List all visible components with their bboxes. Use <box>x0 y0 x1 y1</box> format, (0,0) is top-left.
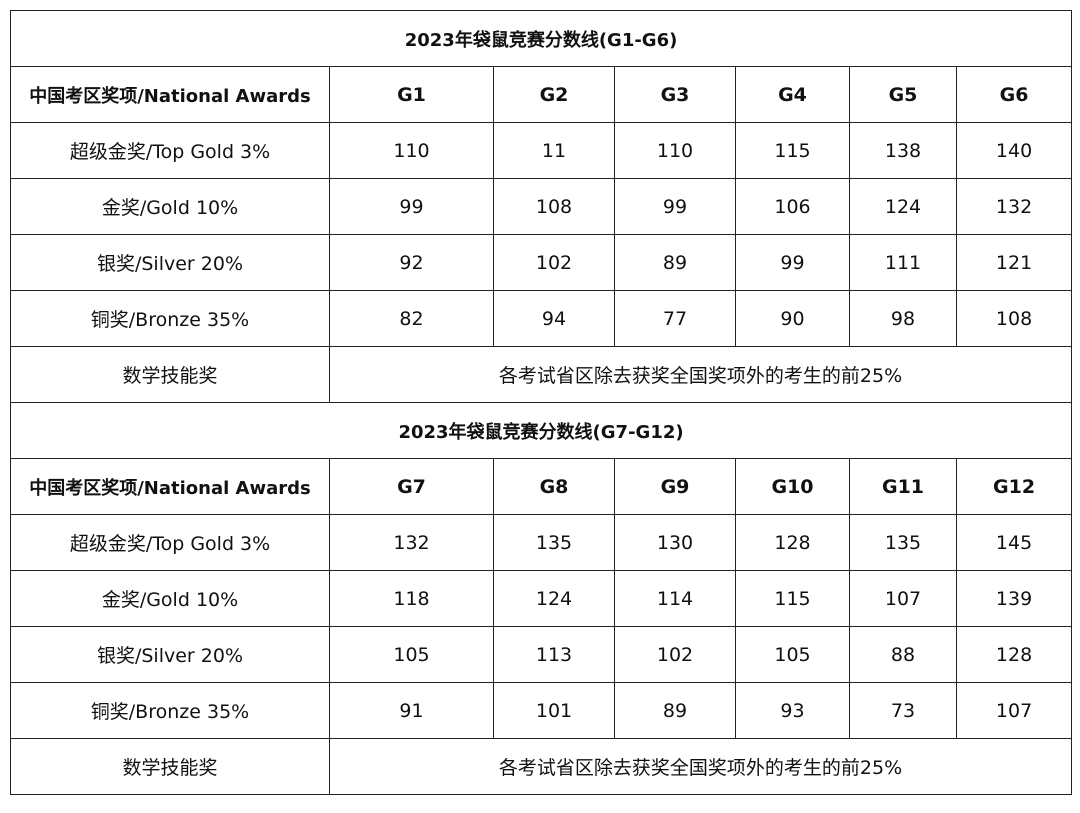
grade-header: G2 <box>493 66 615 123</box>
award-label: 超级金奖/Top Gold 3% <box>10 514 330 571</box>
score-cell: 118 <box>329 570 494 627</box>
score-cell: 89 <box>614 234 736 291</box>
grade-header: G7 <box>329 458 494 515</box>
score-cell: 113 <box>493 626 615 683</box>
table-row: 银奖/Silver 20% 105 113 102 105 88 128 <box>10 626 1073 683</box>
score-cell: 108 <box>955 290 1073 347</box>
section-title: 2023年袋鼠竞赛分数线(G7-G12) <box>9 402 1073 459</box>
score-cell: 111 <box>849 234 957 291</box>
score-cell: 77 <box>614 290 736 347</box>
score-cell: 121 <box>955 234 1073 291</box>
award-label: 金奖/Gold 10% <box>10 570 330 627</box>
grade-header: G12 <box>955 458 1073 515</box>
grade-header: G1 <box>329 66 494 123</box>
score-cell: 101 <box>493 682 615 739</box>
grade-header: G9 <box>614 458 736 515</box>
score-cell: 73 <box>849 682 957 739</box>
grade-header: G3 <box>614 66 736 123</box>
skill-award-row: 数学技能奖 各考试省区除去获奖全国奖项外的考生的前25% <box>10 346 1073 403</box>
score-cell: 140 <box>955 122 1073 179</box>
award-label: 铜奖/Bronze 35% <box>10 290 330 347</box>
award-column-header: 中国考区奖项/National Awards <box>10 66 330 123</box>
score-cell: 114 <box>614 570 736 627</box>
award-label: 金奖/Gold 10% <box>10 178 330 235</box>
table-row: 超级金奖/Top Gold 3% 132 135 130 128 135 145 <box>10 514 1073 571</box>
grade-header: G10 <box>735 458 850 515</box>
score-cell: 107 <box>955 682 1073 739</box>
score-cell: 130 <box>614 514 736 571</box>
score-cell: 135 <box>849 514 957 571</box>
score-cell: 99 <box>735 234 850 291</box>
skill-award-row: 数学技能奖 各考试省区除去获奖全国奖项外的考生的前25% <box>10 738 1073 795</box>
grade-header: G11 <box>849 458 957 515</box>
skill-award-note: 各考试省区除去获奖全国奖项外的考生的前25% <box>328 738 1073 795</box>
score-cell: 115 <box>735 122 850 179</box>
award-label: 银奖/Silver 20% <box>10 234 330 291</box>
score-cell: 93 <box>735 682 850 739</box>
score-cell: 98 <box>849 290 957 347</box>
score-table: 2023年袋鼠竞赛分数线(G1-G6) 中国考区奖项/National Awar… <box>9 10 1073 795</box>
section-title-row: 2023年袋鼠竞赛分数线(G7-G12) <box>9 402 1073 459</box>
table-row: 银奖/Silver 20% 92 102 89 99 111 121 <box>10 234 1073 291</box>
score-cell: 145 <box>955 514 1073 571</box>
award-label: 铜奖/Bronze 35% <box>10 682 330 739</box>
skill-award-label: 数学技能奖 <box>10 738 330 795</box>
score-cell: 90 <box>735 290 850 347</box>
score-cell: 88 <box>849 626 957 683</box>
score-cell: 124 <box>493 570 615 627</box>
score-cell: 110 <box>614 122 736 179</box>
grade-header: G6 <box>955 66 1073 123</box>
grade-header: G8 <box>493 458 615 515</box>
score-cell: 110 <box>329 122 494 179</box>
table-row: 金奖/Gold 10% 99 108 99 106 124 132 <box>10 178 1073 235</box>
grade-header: G5 <box>849 66 957 123</box>
table-row: 铜奖/Bronze 35% 91 101 89 93 73 107 <box>10 682 1073 739</box>
score-cell: 108 <box>493 178 615 235</box>
award-label: 银奖/Silver 20% <box>10 626 330 683</box>
score-cell: 132 <box>329 514 494 571</box>
score-cell: 89 <box>614 682 736 739</box>
score-cell: 105 <box>329 626 494 683</box>
section-title: 2023年袋鼠竞赛分数线(G1-G6) <box>9 10 1073 67</box>
section-title-row: 2023年袋鼠竞赛分数线(G1-G6) <box>9 10 1073 67</box>
score-cell: 92 <box>329 234 494 291</box>
score-cell: 107 <box>849 570 957 627</box>
grade-header: G4 <box>735 66 850 123</box>
score-cell: 128 <box>955 626 1073 683</box>
table-row: 铜奖/Bronze 35% 82 94 77 90 98 108 <box>10 290 1073 347</box>
score-cell: 115 <box>735 570 850 627</box>
score-cell: 128 <box>735 514 850 571</box>
award-label: 超级金奖/Top Gold 3% <box>10 122 330 179</box>
score-cell: 105 <box>735 626 850 683</box>
table-row: 金奖/Gold 10% 118 124 114 115 107 139 <box>10 570 1073 627</box>
table-row: 超级金奖/Top Gold 3% 110 11 110 115 138 140 <box>10 122 1073 179</box>
score-cell: 91 <box>329 682 494 739</box>
score-cell: 82 <box>329 290 494 347</box>
score-cell: 139 <box>955 570 1073 627</box>
score-cell: 135 <box>493 514 615 571</box>
score-cell: 94 <box>493 290 615 347</box>
header-row: 中国考区奖项/National Awards G7 G8 G9 G10 G11 … <box>10 458 1073 515</box>
score-cell: 106 <box>735 178 850 235</box>
score-cell: 11 <box>493 122 615 179</box>
score-cell: 132 <box>955 178 1073 235</box>
award-column-header: 中国考区奖项/National Awards <box>10 458 330 515</box>
score-cell: 124 <box>849 178 957 235</box>
score-cell: 99 <box>329 178 494 235</box>
header-row: 中国考区奖项/National Awards G1 G2 G3 G4 G5 G6 <box>10 66 1073 123</box>
score-cell: 99 <box>614 178 736 235</box>
score-cell: 102 <box>493 234 615 291</box>
score-cell: 138 <box>849 122 957 179</box>
skill-award-note: 各考试省区除去获奖全国奖项外的考生的前25% <box>328 346 1073 403</box>
score-cell: 102 <box>614 626 736 683</box>
skill-award-label: 数学技能奖 <box>10 346 330 403</box>
